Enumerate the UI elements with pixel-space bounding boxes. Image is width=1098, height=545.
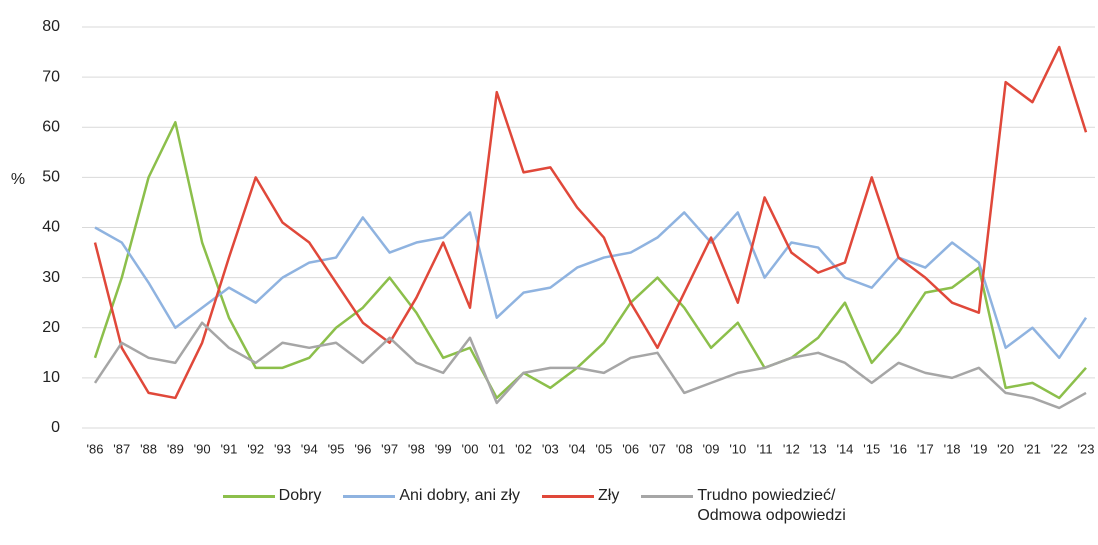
- y-tick-label: 70: [42, 68, 60, 85]
- x-tick-label: '04: [569, 441, 586, 456]
- x-tick-label: '12: [783, 441, 800, 456]
- x-tick-label: '06: [622, 441, 639, 456]
- series-line: [93, 321, 1087, 410]
- y-axis-label: %: [11, 171, 25, 188]
- x-tick-label: '16: [890, 441, 907, 456]
- legend-item: Trudno powiedzieć/ Odmowa odpowiedzi: [641, 486, 875, 526]
- x-tick-label: '11: [757, 441, 773, 456]
- x-tick-label: '05: [595, 441, 612, 456]
- chart: % 0 10 20 30 40 50 60 70 80 '86 '87 '88 '89 '90 '91 '92…: [11, 18, 1095, 456]
- y-tick-label: 20: [42, 319, 60, 336]
- x-tick-label: '15: [863, 441, 880, 456]
- y-tick-label: 10: [42, 369, 60, 386]
- x-tick-label: '21: [1024, 441, 1041, 456]
- x-tick-label: '17: [917, 441, 934, 456]
- legend-swatch: [222, 495, 275, 498]
- x-tick-label: '03: [542, 441, 559, 456]
- series-line: [93, 45, 1088, 400]
- x-tick-label: '18: [944, 441, 961, 456]
- legend-item: Zły: [542, 486, 619, 506]
- x-tick-label: '22: [1051, 441, 1068, 456]
- legend-item: Ani dobry, ani zły: [343, 486, 520, 506]
- x-tick-label: '93: [274, 441, 291, 456]
- x-tick-label: '86: [87, 441, 104, 456]
- series-line: [94, 211, 1088, 360]
- x-tick-label: '88: [140, 441, 157, 456]
- legend: Dobry Ani dobry, ani zły Zły Trudno powiedz…: [0, 486, 1098, 526]
- y-tick-label: 30: [42, 269, 60, 286]
- y-tick-label: 0: [51, 419, 60, 436]
- x-tick-label: '01: [488, 441, 505, 456]
- x-tick-label: '91: [220, 441, 237, 456]
- x-tick-label: '10: [729, 441, 746, 456]
- x-tick-label: '23: [1078, 441, 1095, 456]
- y-tick-label: 80: [42, 18, 60, 35]
- x-tick-label: '20: [997, 441, 1014, 456]
- x-tick-label: '14: [836, 441, 853, 456]
- legend-swatch: [542, 495, 594, 498]
- x-tick-label: '19: [970, 441, 987, 456]
- x-tick-label: '07: [649, 441, 666, 456]
- x-tick-label: '13: [810, 441, 827, 456]
- legend-label: Ani dobry, ani zły: [399, 487, 520, 504]
- x-tick-label: '90: [194, 441, 211, 456]
- legend-item: Dobry: [222, 486, 322, 506]
- legend-label: Trudno powiedzieć/ Odmowa odpowiedzi: [697, 487, 846, 524]
- x-tick-label: '92: [247, 441, 264, 456]
- x-tick-label: '94: [301, 441, 318, 456]
- y-tick-label: 50: [42, 169, 60, 186]
- x-tick-label: '97: [381, 441, 398, 456]
- legend-label: Dobry: [278, 487, 322, 504]
- legend-label: Zły: [598, 487, 620, 504]
- x-tick-label: '99: [435, 441, 452, 456]
- x-tick-label: '87: [113, 441, 130, 456]
- legend-swatch: [641, 495, 694, 498]
- x-tick-label: '98: [408, 441, 425, 456]
- y-tick-label: 40: [42, 219, 60, 236]
- x-tick-label: '89: [167, 441, 184, 456]
- x-tick-label: '09: [703, 441, 720, 456]
- x-tick-label: '95: [328, 441, 345, 456]
- series-line: [93, 120, 1087, 400]
- y-tick-label: 60: [42, 118, 60, 135]
- x-tick-label: '96: [354, 441, 371, 456]
- legend-swatch: [343, 495, 396, 498]
- x-tick-label: '00: [461, 441, 478, 456]
- x-tick-label: '02: [515, 441, 532, 456]
- x-tick-label: '08: [676, 441, 693, 456]
